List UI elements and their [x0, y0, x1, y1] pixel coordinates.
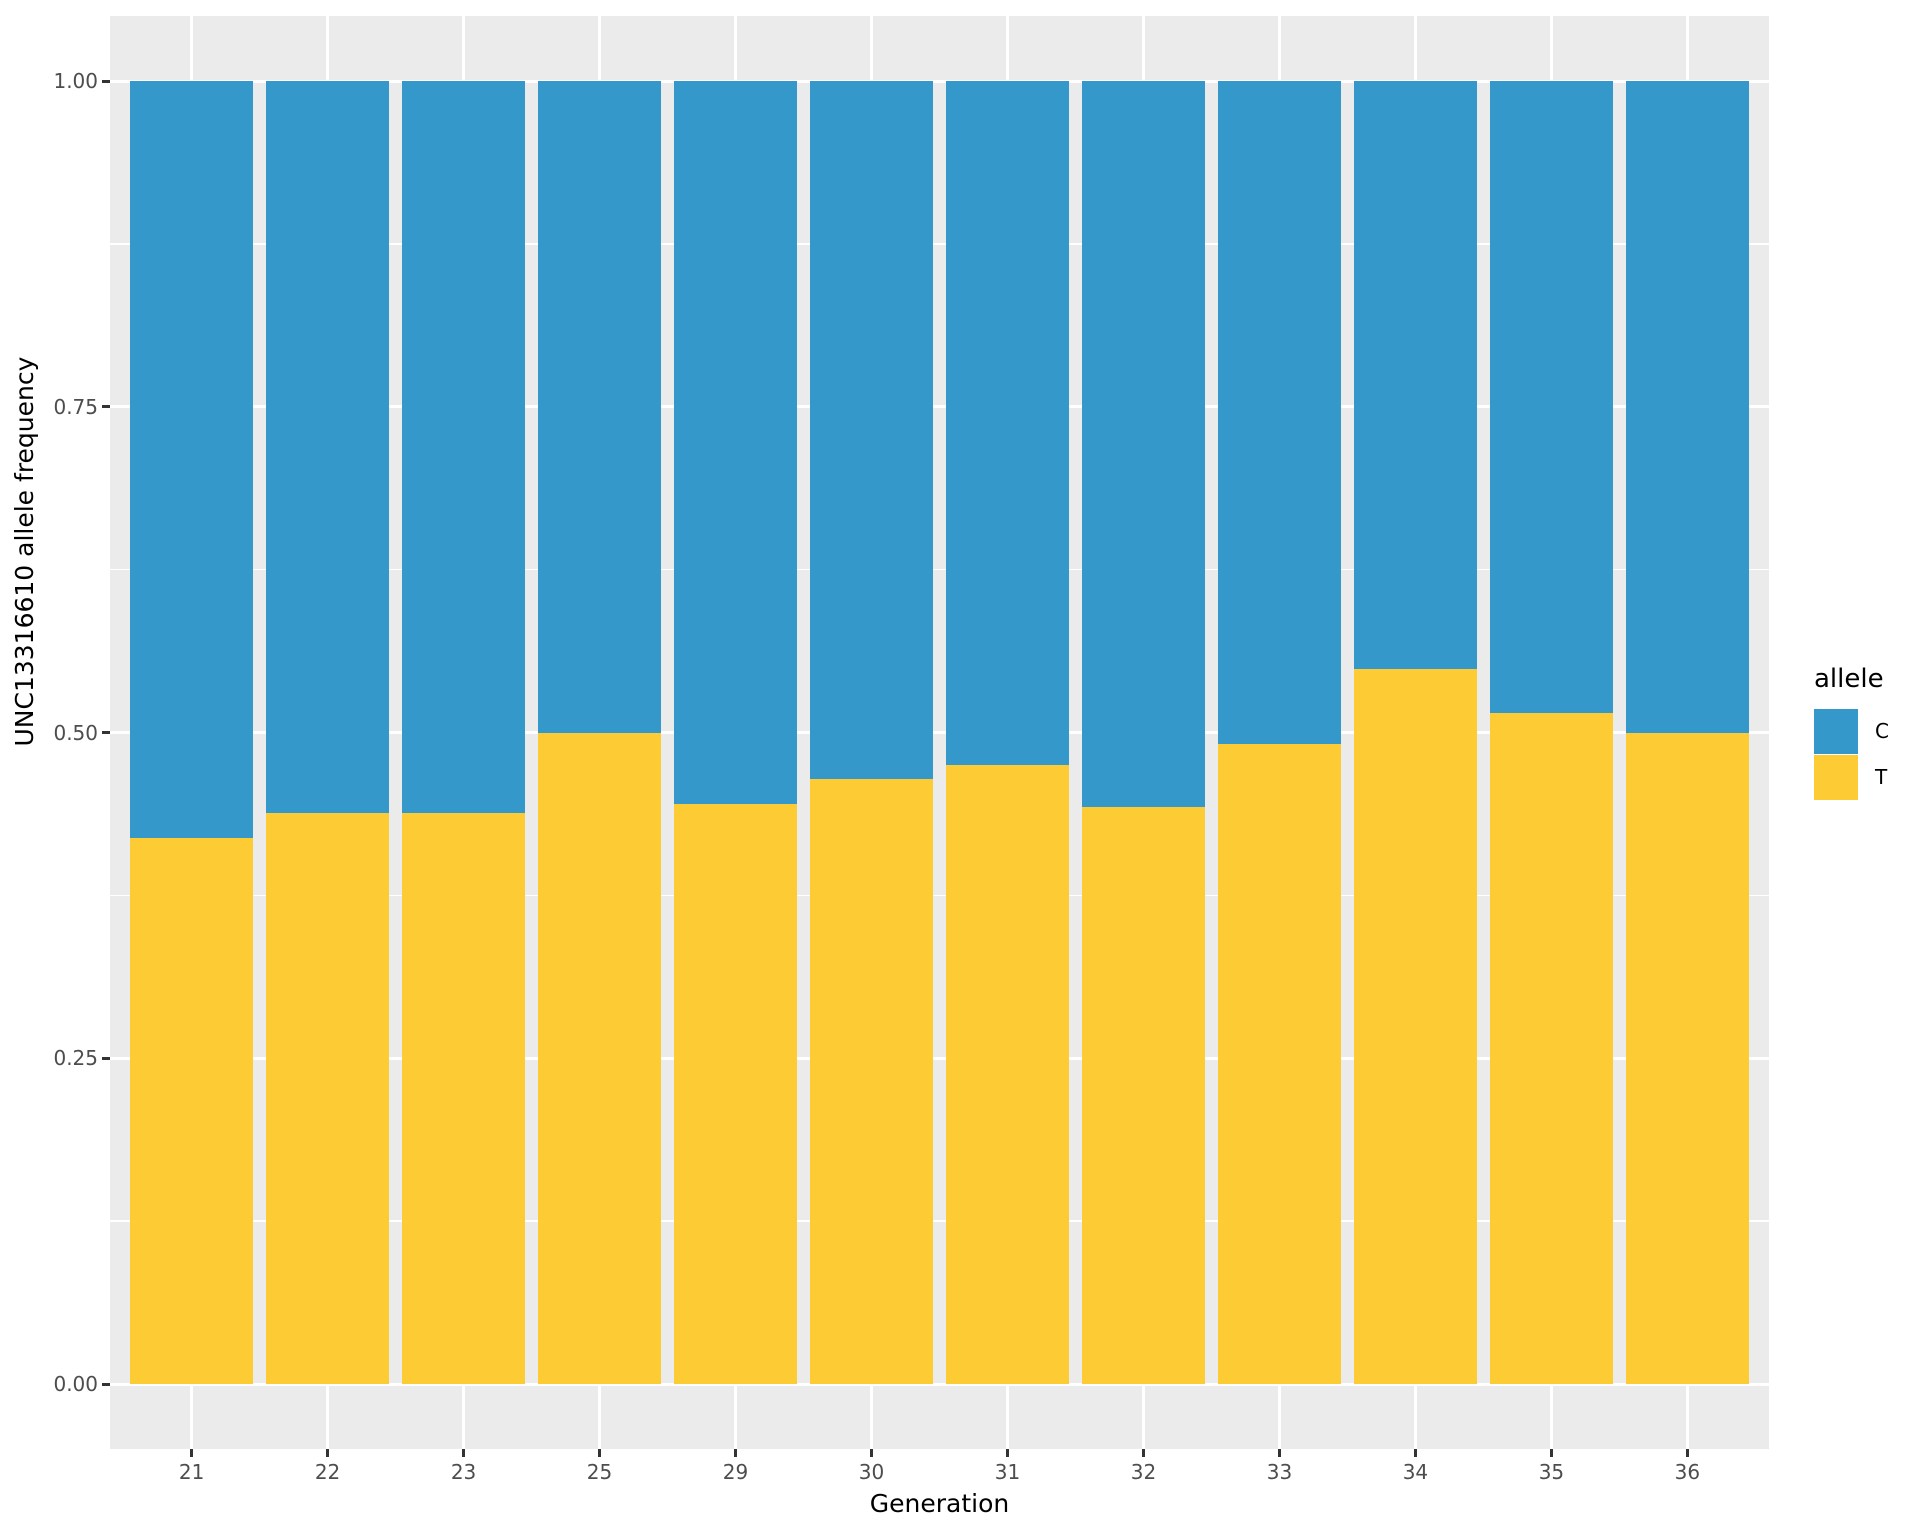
- y-tick-label: 0.25: [53, 1046, 98, 1071]
- legend-label-T: T: [1875, 765, 1888, 789]
- x-tick-label: 30: [858, 1460, 885, 1484]
- x-tick-mark: [326, 1449, 330, 1457]
- segment-T: [1218, 744, 1341, 1384]
- bar-gen-33: [1218, 16, 1341, 1449]
- segment-T: [130, 838, 253, 1384]
- segment-T: [1082, 806, 1205, 1384]
- y-tick-mark: [102, 1382, 110, 1386]
- bar-gen-29: [674, 16, 797, 1449]
- segment-C: [1218, 81, 1341, 745]
- x-tick-label: 36: [1674, 1460, 1701, 1484]
- legend-key-T: [1814, 754, 1858, 800]
- x-tick-label: 34: [1402, 1460, 1429, 1484]
- segment-C: [1082, 81, 1205, 807]
- x-tick-mark: [734, 1449, 738, 1457]
- plot-panel: [110, 16, 1769, 1449]
- bar-gen-31: [946, 16, 1069, 1449]
- y-tick-mark: [102, 79, 110, 83]
- segment-C: [402, 81, 525, 814]
- gridline-major-horizontal: [110, 1056, 1769, 1060]
- segment-T: [1626, 732, 1749, 1384]
- gridline-major-horizontal: [110, 1382, 1769, 1386]
- gridline-minor-horizontal: [110, 1220, 1769, 1222]
- segment-T: [1490, 712, 1613, 1384]
- y-axis-title: UNC13316610 allele frequency: [10, 356, 39, 747]
- segment-C: [946, 81, 1069, 766]
- x-tick-label: 22: [314, 1460, 341, 1484]
- y-tick-label: 0.50: [53, 720, 98, 745]
- bar-gen-30: [810, 16, 933, 1449]
- gridline-major-horizontal: [110, 79, 1769, 83]
- segment-T: [674, 804, 797, 1384]
- x-tick-label: 35: [1538, 1460, 1565, 1484]
- y-tick-mark: [102, 1056, 110, 1060]
- segment-T: [402, 813, 525, 1384]
- x-tick-label: 21: [178, 1460, 205, 1484]
- bar-gen-25: [538, 16, 661, 1449]
- bar-gen-36: [1626, 16, 1749, 1449]
- bar-gen-32: [1082, 16, 1205, 1449]
- bar-gen-34: [1354, 16, 1477, 1449]
- x-tick-label: 32: [1130, 1460, 1157, 1484]
- legend-label-C: C: [1875, 719, 1889, 743]
- x-tick-mark: [870, 1449, 873, 1457]
- y-tick-label: 1.00: [53, 69, 98, 93]
- gridline-major-horizontal: [110, 405, 1769, 409]
- x-tick-mark: [1685, 1449, 1689, 1457]
- bar-gen-23: [402, 16, 525, 1449]
- x-tick-mark: [462, 1449, 466, 1457]
- gridline-minor-horizontal: [110, 243, 1769, 245]
- segment-C: [1354, 81, 1477, 669]
- bar-gen-35: [1490, 16, 1613, 1449]
- x-tick-mark: [1277, 1449, 1281, 1457]
- y-tick-mark: [102, 731, 110, 734]
- segment-C: [810, 81, 933, 780]
- segment-C: [1626, 81, 1749, 733]
- x-tick-mark: [1549, 1449, 1553, 1457]
- segment-T: [538, 732, 661, 1384]
- segment-C: [266, 81, 389, 814]
- x-tick-mark: [190, 1449, 194, 1457]
- legend-item-C: C: [1814, 708, 1889, 754]
- y-tick-mark: [102, 405, 110, 409]
- x-tick-label: 33: [1266, 1460, 1293, 1484]
- bar-gen-21: [130, 16, 253, 1449]
- y-tick-label: 0.00: [53, 1372, 98, 1396]
- gridline-major-horizontal: [110, 731, 1769, 734]
- legend-title: allele: [1814, 664, 1884, 694]
- x-axis-title: Generation: [869, 1489, 1010, 1518]
- segment-T: [266, 813, 389, 1384]
- x-tick-label: 29: [722, 1460, 749, 1484]
- legend-item-T: T: [1814, 754, 1889, 800]
- x-tick-label: 31: [994, 1460, 1021, 1484]
- segment-T: [946, 765, 1069, 1384]
- segment-C: [1490, 81, 1613, 713]
- x-tick-label: 25: [586, 1460, 613, 1484]
- segment-C: [674, 81, 797, 805]
- x-tick-mark: [1141, 1449, 1145, 1457]
- segment-T: [1354, 668, 1477, 1384]
- gridline-minor-horizontal: [110, 894, 1769, 897]
- gridline-minor-horizontal: [110, 568, 1769, 571]
- legend-key-C: [1814, 708, 1858, 754]
- y-tick-label: 0.75: [53, 394, 98, 419]
- x-tick-mark: [1413, 1449, 1417, 1457]
- bar-gen-22: [266, 16, 389, 1449]
- segment-C: [538, 81, 661, 733]
- segment-C: [130, 81, 253, 839]
- x-tick-mark: [1005, 1449, 1009, 1457]
- segment-T: [810, 779, 933, 1384]
- x-tick-mark: [598, 1449, 602, 1457]
- x-tick-label: 23: [450, 1460, 477, 1484]
